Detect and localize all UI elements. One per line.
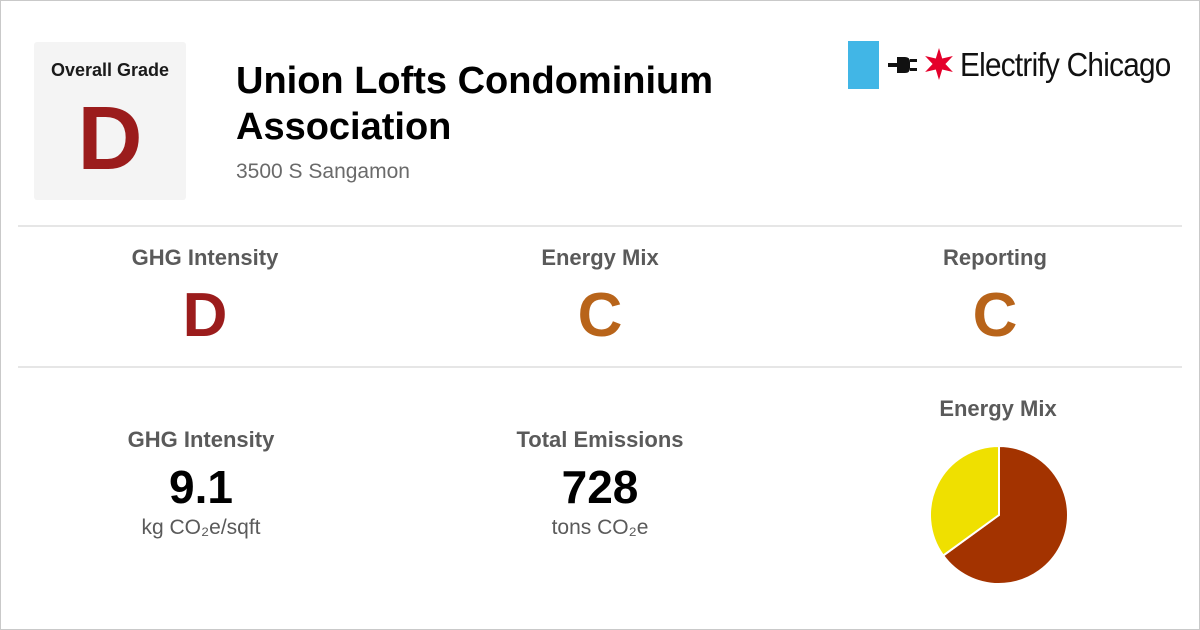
total-emissions-stat: Total Emissions 728 tons CO₂e bbox=[450, 427, 750, 541]
ghg-intensity-stat: GHG Intensity 9.1 kg CO₂e/sqft bbox=[51, 427, 351, 541]
divider-top bbox=[18, 225, 1182, 227]
ghg-intensity-grade-title: GHG Intensity bbox=[131, 245, 279, 270]
building-name: Union Lofts Condominium Association bbox=[236, 60, 714, 148]
total-emissions-title: Total Emissions bbox=[516, 427, 684, 452]
energy-mix-pie-chart bbox=[929, 444, 1069, 585]
reporting-grade: Reporting C bbox=[845, 245, 1145, 347]
total-emissions-value: 728 bbox=[561, 461, 639, 513]
energy-mix-grade-letter: C bbox=[577, 281, 623, 350]
plug-icon bbox=[888, 57, 917, 73]
star-icon bbox=[925, 48, 953, 80]
logo-wordmark: Electrify Chicago bbox=[960, 46, 1171, 83]
divider-middle bbox=[18, 366, 1182, 368]
ghg-intensity-grade: GHG Intensity D bbox=[55, 245, 355, 347]
total-emissions-unit: tons CO₂e bbox=[551, 516, 649, 539]
energy-mix-chart-block: Energy Mix bbox=[848, 396, 1148, 422]
reporting-grade-title: Reporting bbox=[943, 245, 1047, 270]
pie-slice-1 bbox=[929, 444, 1000, 557]
reporting-grade-letter: C bbox=[972, 281, 1018, 350]
pie-slice-0 bbox=[941, 444, 1069, 585]
logo-blue-stripe bbox=[848, 41, 879, 89]
ghg-intensity-value: 9.1 bbox=[169, 461, 233, 513]
ghg-intensity-stat-title: GHG Intensity bbox=[127, 427, 275, 452]
energy-mix-chart-title: Energy Mix bbox=[939, 396, 1057, 421]
energy-mix-grade: Energy Mix C bbox=[450, 245, 750, 347]
building-address: 3500 S Sangamon bbox=[236, 160, 410, 183]
overall-grade-card: Overall Grade D bbox=[34, 42, 186, 200]
ghg-intensity-grade-letter: D bbox=[182, 281, 228, 350]
overall-grade-label: Overall Grade bbox=[50, 60, 170, 80]
overall-grade-letter: D bbox=[77, 89, 143, 189]
ghg-intensity-unit: kg CO₂e/sqft bbox=[141, 516, 261, 539]
electrify-chicago-logo[interactable]: Electrify Chicago bbox=[848, 41, 1178, 89]
energy-mix-grade-title: Energy Mix bbox=[541, 245, 659, 270]
